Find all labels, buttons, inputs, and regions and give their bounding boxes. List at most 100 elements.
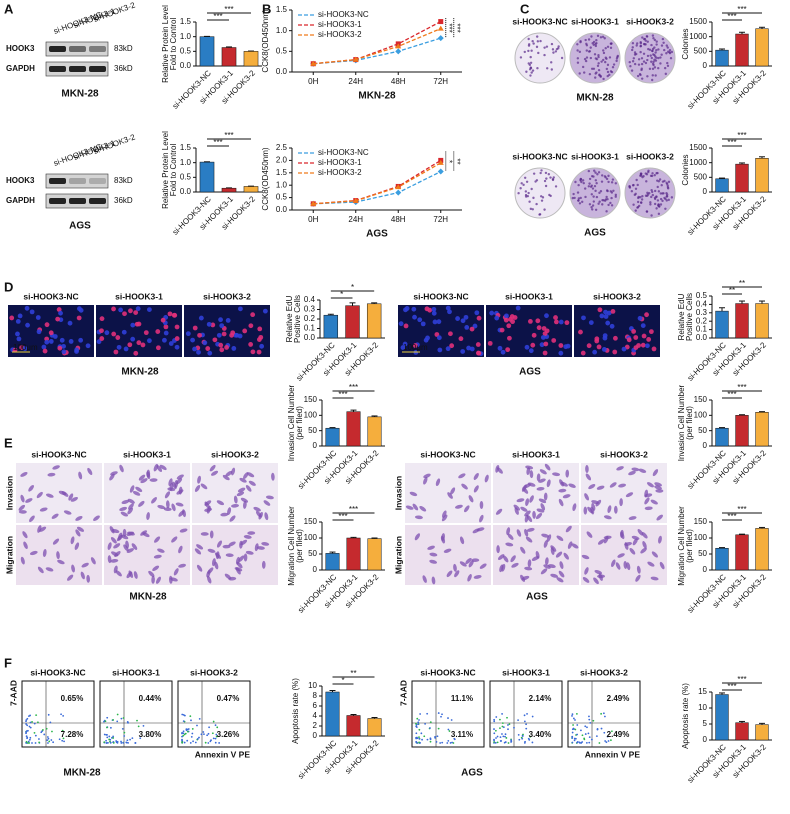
colony-dot xyxy=(540,169,543,172)
y-axis-label: Relative EdU xyxy=(677,293,686,340)
cell xyxy=(163,507,172,512)
event xyxy=(112,735,115,738)
cell xyxy=(591,503,596,511)
colony-dot xyxy=(520,182,523,185)
event xyxy=(522,733,524,736)
colony-dot xyxy=(579,40,582,44)
cell xyxy=(586,531,593,538)
colony-dot xyxy=(602,199,605,202)
colony-dot xyxy=(628,60,631,64)
nucleus xyxy=(210,322,216,328)
colony-dot xyxy=(604,47,607,50)
colony-dot xyxy=(606,74,609,78)
nucleus xyxy=(402,341,408,347)
bar xyxy=(346,537,361,571)
cell xyxy=(70,496,78,502)
y-tick-label: 0.1 xyxy=(696,325,708,334)
bar xyxy=(735,33,749,67)
nucleus xyxy=(121,329,127,335)
colony-dot xyxy=(634,209,637,212)
event xyxy=(62,714,65,717)
cell xyxy=(52,538,60,545)
nucleus xyxy=(155,345,161,351)
cell xyxy=(555,551,563,558)
colony-dot xyxy=(599,36,603,39)
event xyxy=(47,737,50,740)
cell xyxy=(476,527,485,532)
y-tick-label: 0.5 xyxy=(276,46,288,55)
event xyxy=(513,726,515,729)
significance-label: *** xyxy=(213,138,222,147)
y-tick-label: 1.0 xyxy=(276,180,288,189)
flow-plot xyxy=(411,680,485,748)
colony-dot xyxy=(539,39,542,43)
colony-dot xyxy=(647,47,650,51)
nucleus xyxy=(633,345,639,350)
nucleus xyxy=(111,331,117,337)
colony-dot xyxy=(648,67,652,71)
cell xyxy=(654,482,662,487)
cell xyxy=(20,494,25,503)
quadrant-value: 7.28% xyxy=(61,730,84,739)
quadrant-value: 0.65% xyxy=(61,694,84,703)
event xyxy=(204,741,207,744)
colony-dot xyxy=(636,200,640,204)
event xyxy=(415,732,418,735)
nucleus xyxy=(432,319,438,325)
event xyxy=(576,724,579,726)
cell xyxy=(117,532,123,541)
cell xyxy=(614,505,618,514)
nucleus xyxy=(463,314,469,320)
y-axis-label: CCK8(OD450nm) xyxy=(261,9,270,72)
cell xyxy=(473,472,479,480)
nucleus xyxy=(558,343,564,348)
event xyxy=(26,724,29,727)
marker xyxy=(352,56,359,62)
bar xyxy=(755,28,769,67)
cell xyxy=(115,570,122,577)
nucleus xyxy=(113,349,119,355)
event xyxy=(605,741,608,744)
event xyxy=(429,727,431,729)
nucleus xyxy=(524,344,530,350)
significance-label: *** xyxy=(213,12,222,21)
scale-label: 100μm xyxy=(13,343,38,352)
column-label: si-HOOK3-NC xyxy=(30,667,85,677)
significance-label: * xyxy=(351,283,354,292)
cell xyxy=(131,543,138,550)
cell xyxy=(80,571,85,580)
nucleus xyxy=(22,346,28,351)
nucleus xyxy=(212,337,218,343)
legend-label: si-HOOK3-NC xyxy=(318,148,369,157)
event xyxy=(501,713,503,715)
colony-dot xyxy=(666,50,670,53)
cell xyxy=(414,533,421,541)
cell xyxy=(468,495,474,503)
colony-dot xyxy=(525,180,529,183)
cell-line: AGS xyxy=(69,221,91,232)
event xyxy=(109,741,112,744)
event xyxy=(187,728,190,730)
significance-label: *** xyxy=(349,505,358,514)
y-tick-label: 500 xyxy=(694,46,708,55)
colony-dot xyxy=(597,68,601,72)
nucleus xyxy=(35,315,41,320)
event xyxy=(108,738,111,741)
y-tick-label: 0 xyxy=(703,61,708,70)
column-label: si-HOOK3-2 xyxy=(211,449,259,459)
cell xyxy=(111,529,120,534)
cell xyxy=(229,515,236,522)
event xyxy=(436,735,439,738)
colony-dot xyxy=(653,173,656,177)
cell xyxy=(142,532,150,538)
panel-label: F xyxy=(4,655,12,670)
event xyxy=(493,720,496,723)
significance-label: *** xyxy=(338,512,347,521)
cell xyxy=(567,541,573,549)
nucleus xyxy=(497,345,503,351)
event xyxy=(416,717,419,720)
event xyxy=(47,713,50,716)
event xyxy=(610,739,612,742)
significance-label: *** xyxy=(338,390,347,399)
cell xyxy=(473,575,482,579)
